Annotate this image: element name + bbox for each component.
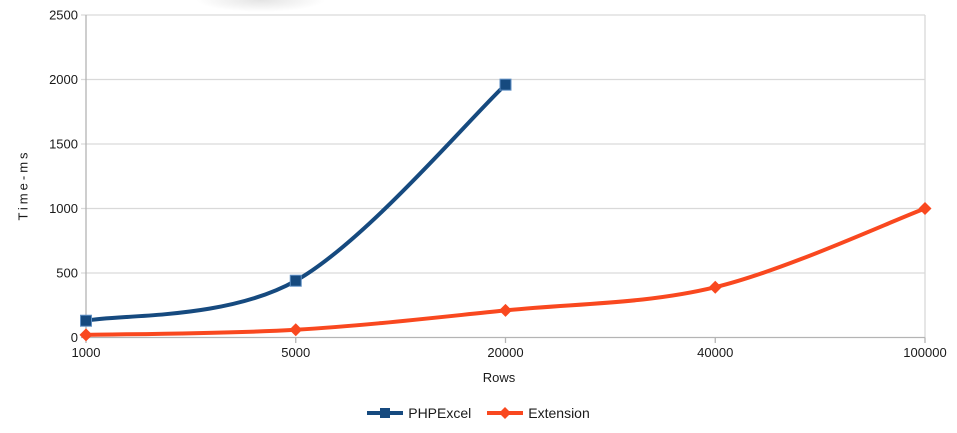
legend-item-phpexcel: PHPExcel (367, 405, 471, 421)
y-tick-label: 1500 (49, 137, 78, 152)
data-point-diamond (79, 328, 93, 342)
data-point-diamond (708, 280, 722, 294)
legend-label: PHPExcel (408, 405, 472, 421)
legend-label: Extension (528, 405, 590, 421)
y-tick-label: 1000 (49, 201, 78, 216)
x-tick-label: 20000 (487, 345, 523, 360)
data-point-diamond (499, 303, 512, 317)
series-line-phpexcel (85, 83, 507, 323)
x-tick-label: 100000 (903, 345, 946, 360)
data-point-diamond (918, 202, 932, 215)
y-tick-label: 2000 (49, 72, 78, 87)
data-point-square (289, 274, 302, 287)
data-point-square (80, 314, 92, 327)
legend-item-extension: Extension (487, 405, 590, 421)
data-point-diamond (289, 323, 303, 337)
legend: PHPExcel Extension (0, 405, 957, 421)
y-tick-label: 0 (71, 330, 78, 345)
legend-square-marker-icon (367, 408, 404, 418)
data-point-square (499, 78, 512, 91)
x-tick-label: 5000 (281, 345, 310, 360)
x-axis-title: Rows (482, 370, 516, 385)
y-tick-label: 500 (56, 266, 78, 281)
legend-diamond-marker-icon (487, 407, 524, 419)
x-tick-label: 40000 (697, 345, 733, 360)
x-tick-label: 1000 (72, 345, 101, 360)
y-axis-title: Time-ms (15, 149, 31, 221)
y-tick-label: 2500 (49, 8, 78, 23)
